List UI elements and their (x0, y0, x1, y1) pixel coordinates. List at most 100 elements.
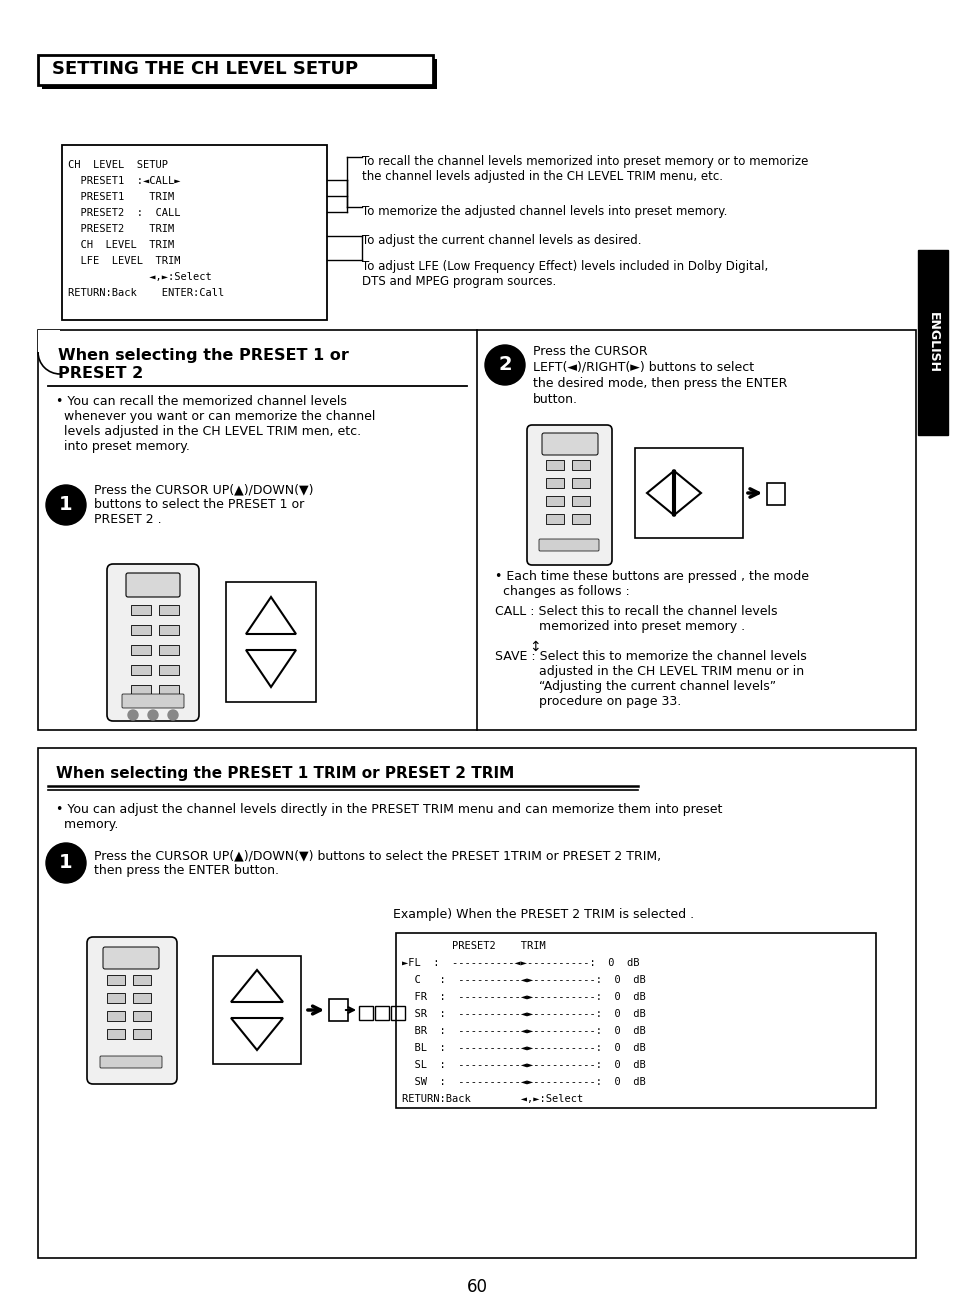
Text: When selecting the PRESET 1 TRIM or PRESET 2 TRIM: When selecting the PRESET 1 TRIM or PRES… (56, 766, 514, 782)
Text: RETURN:Back    ENTER:Call: RETURN:Back ENTER:Call (68, 288, 224, 298)
FancyBboxPatch shape (538, 538, 598, 552)
FancyBboxPatch shape (100, 1056, 162, 1068)
Bar (545, 514, 563, 524)
FancyBboxPatch shape (526, 425, 612, 565)
Bar (159, 665, 179, 674)
Text: When selecting the PRESET 1 or: When selecting the PRESET 1 or (58, 348, 349, 363)
Bar (107, 1029, 125, 1039)
Bar (107, 975, 125, 985)
Bar (917, 250, 947, 435)
Text: PRESET2    TRIM: PRESET2 TRIM (68, 223, 174, 234)
Text: PRESET 2: PRESET 2 (58, 366, 143, 382)
Text: 60: 60 (466, 1278, 487, 1297)
Bar (107, 993, 125, 1002)
Text: BR  :  ----------◄►----------:  0  dB: BR : ----------◄►----------: 0 dB (401, 1026, 645, 1036)
Text: To adjust LFE (Low Frequency Effect) levels included in Dolby Digital,
DTS and M: To adjust LFE (Low Frequency Effect) lev… (361, 260, 767, 288)
Bar (375, 1006, 389, 1019)
Bar (391, 1006, 405, 1019)
Bar (635, 448, 742, 538)
Text: PRESET1    TRIM: PRESET1 TRIM (68, 192, 174, 203)
Bar (159, 685, 179, 695)
Text: PRESET2  :  CALL: PRESET2 : CALL (68, 208, 180, 218)
Text: Press the CURSOR: Press the CURSOR (533, 345, 647, 358)
Text: PRESET1  :◄CALL►: PRESET1 :◄CALL► (68, 176, 180, 186)
Bar (131, 685, 151, 695)
Bar (131, 665, 151, 674)
Text: • Each time these buttons are pressed , the mode
  changes as follows :: • Each time these buttons are pressed , … (495, 570, 808, 599)
Text: CALL : Select this to recall the channel levels
           memorized into preset: CALL : Select this to recall the channel… (495, 605, 777, 633)
Bar (226, 582, 315, 702)
Bar (159, 644, 179, 655)
Text: Press the CURSOR UP(▲)/DOWN(▼)
buttons to select the PRESET 1 or
PRESET 2 .: Press the CURSOR UP(▲)/DOWN(▼) buttons t… (94, 484, 314, 525)
Bar (329, 999, 348, 1021)
Text: ◄,►:Select: ◄,►:Select (68, 272, 212, 282)
Bar (62, 145, 327, 320)
FancyBboxPatch shape (126, 572, 180, 597)
Bar (132, 1012, 151, 1021)
Text: SETTING THE CH LEVEL SETUP: SETTING THE CH LEVEL SETUP (52, 60, 357, 78)
Text: PRESET2    TRIM: PRESET2 TRIM (401, 941, 545, 951)
Text: RETURN:Back        ◄,►:Select: RETURN:Back ◄,►:Select (401, 1094, 582, 1104)
Bar (38, 748, 915, 1259)
Text: ►FL  :  ----------◄►----------:  0  dB: ►FL : ----------◄►----------: 0 dB (401, 958, 639, 968)
Bar (131, 625, 151, 635)
Text: To memorize the adjusted channel levels into preset memory.: To memorize the adjusted channel levels … (361, 205, 726, 218)
Bar (395, 933, 875, 1108)
Circle shape (46, 843, 86, 884)
Text: LFE  LEVEL  TRIM: LFE LEVEL TRIM (68, 256, 180, 267)
Bar (545, 478, 563, 488)
Bar (159, 625, 179, 635)
Bar (38, 329, 60, 352)
Circle shape (148, 710, 158, 720)
Text: Example) When the PRESET 2 TRIM is selected .: Example) When the PRESET 2 TRIM is selec… (393, 908, 694, 921)
FancyBboxPatch shape (107, 565, 199, 721)
Bar (572, 495, 589, 506)
Text: To adjust the current channel levels as desired.: To adjust the current channel levels as … (361, 234, 640, 247)
Bar (766, 484, 784, 505)
Text: • You can recall the memorized channel levels
  whenever you want or can memoriz: • You can recall the memorized channel l… (56, 395, 375, 454)
Text: 1: 1 (59, 495, 72, 515)
Text: • You can adjust the channel levels directly in the PRESET TRIM menu and can mem: • You can adjust the channel levels dire… (56, 802, 721, 831)
FancyBboxPatch shape (87, 937, 177, 1084)
Text: BL  :  ----------◄►----------:  0  dB: BL : ----------◄►----------: 0 dB (401, 1043, 645, 1053)
Circle shape (128, 710, 138, 720)
FancyBboxPatch shape (122, 694, 184, 708)
Text: To recall the channel levels memorized into preset memory or to memorize
the cha: To recall the channel levels memorized i… (361, 156, 807, 183)
Text: button.: button. (533, 393, 578, 406)
Text: ↕: ↕ (529, 640, 540, 654)
Circle shape (46, 485, 86, 525)
Text: LEFT(◄)/RIGHT(►) buttons to select: LEFT(◄)/RIGHT(►) buttons to select (533, 361, 753, 374)
Bar (572, 460, 589, 471)
Text: ENGLISH: ENGLISH (925, 312, 939, 372)
Bar (358, 1006, 373, 1019)
Bar (38, 55, 433, 85)
Bar (545, 460, 563, 471)
Text: the desired mode, then press the ENTER: the desired mode, then press the ENTER (533, 376, 786, 389)
Bar (572, 478, 589, 488)
Text: 2: 2 (497, 356, 511, 375)
Text: SW  :  ----------◄►----------:  0  dB: SW : ----------◄►----------: 0 dB (401, 1077, 645, 1087)
Bar (38, 329, 915, 731)
Bar (132, 975, 151, 985)
Bar (107, 1012, 125, 1021)
Bar (132, 1029, 151, 1039)
Text: SR  :  ----------◄►----------:  0  dB: SR : ----------◄►----------: 0 dB (401, 1009, 645, 1019)
Bar (213, 955, 301, 1064)
Bar (159, 605, 179, 616)
FancyBboxPatch shape (541, 433, 598, 455)
Text: CH  LEVEL  SETUP: CH LEVEL SETUP (68, 159, 168, 170)
Text: CH  LEVEL  TRIM: CH LEVEL TRIM (68, 240, 174, 250)
Bar (131, 644, 151, 655)
Bar (545, 495, 563, 506)
Bar (131, 605, 151, 616)
FancyBboxPatch shape (103, 948, 159, 968)
Text: SAVE : Select this to memorize the channel levels
           adjusted in the CH : SAVE : Select this to memorize the chann… (495, 650, 806, 708)
Text: Press the CURSOR UP(▲)/DOWN(▼) buttons to select the PRESET 1TRIM or PRESET 2 TR: Press the CURSOR UP(▲)/DOWN(▼) buttons t… (94, 850, 660, 877)
Bar (572, 514, 589, 524)
Text: SL  :  ----------◄►----------:  0  dB: SL : ----------◄►----------: 0 dB (401, 1060, 645, 1070)
Circle shape (484, 345, 524, 386)
Text: FR  :  ----------◄►----------:  0  dB: FR : ----------◄►----------: 0 dB (401, 992, 645, 1002)
Circle shape (168, 710, 178, 720)
Bar (132, 993, 151, 1002)
Text: C   :  ----------◄►----------:  0  dB: C : ----------◄►----------: 0 dB (401, 975, 645, 985)
